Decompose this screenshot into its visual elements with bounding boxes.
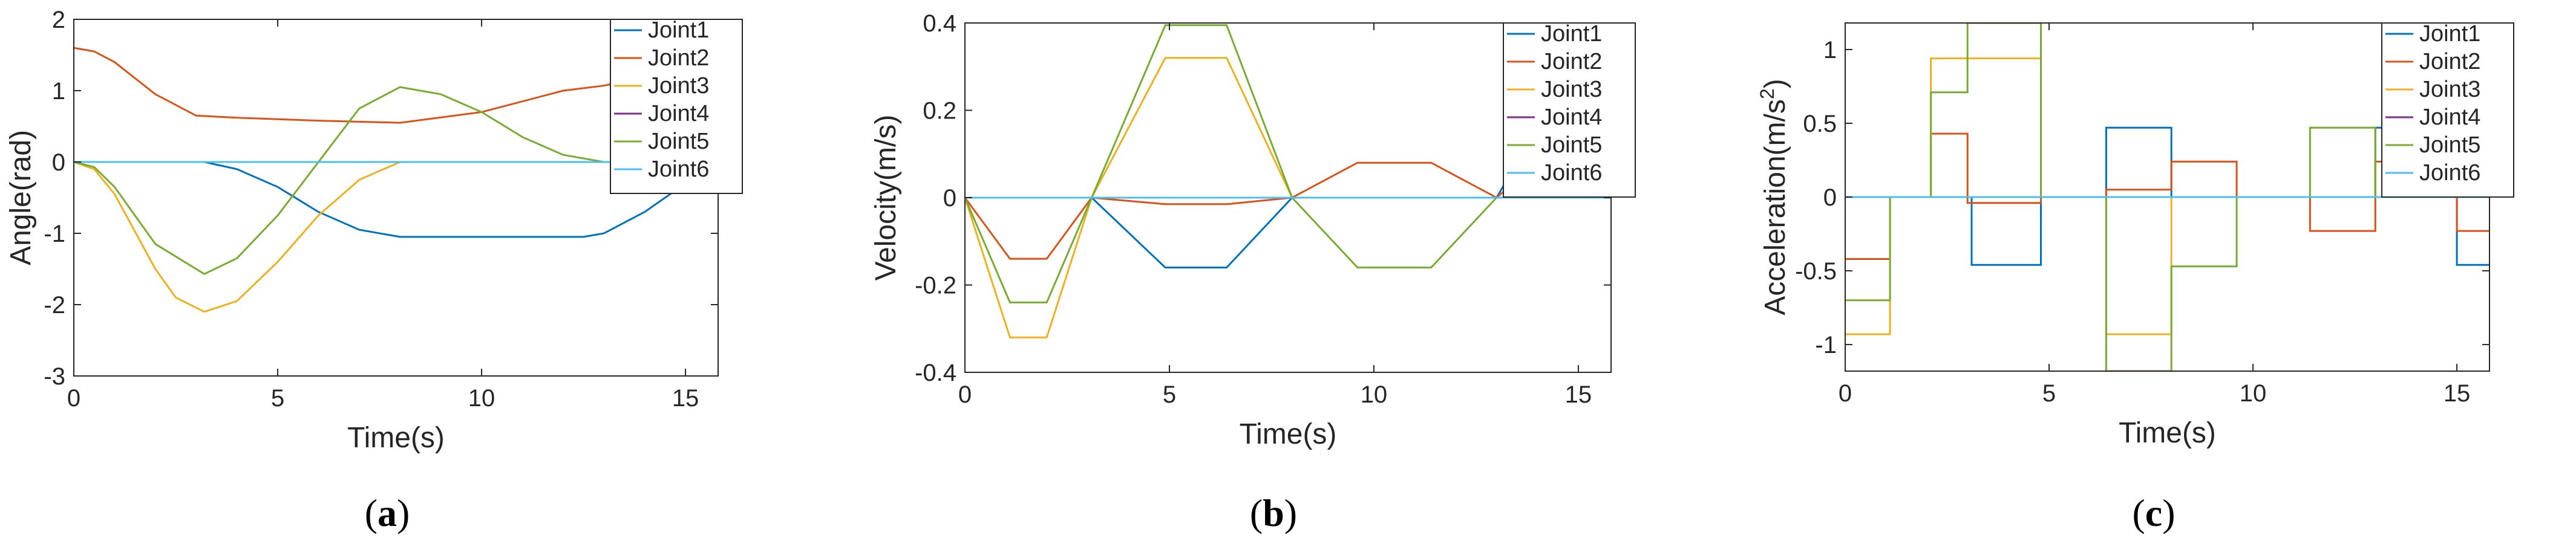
legend-label-joint2: Joint2 (1541, 49, 1602, 74)
x-tick-label: 5 (2042, 380, 2056, 407)
legend-label-joint5: Joint5 (1541, 132, 1602, 158)
panel-label: (a) (365, 491, 410, 534)
y-tick-label: -2 (44, 292, 65, 319)
legend-label-joint3: Joint3 (1541, 77, 1602, 102)
panel-label: (b) (1250, 491, 1297, 534)
panel-label: (c) (2132, 491, 2175, 534)
legend-label-joint1: Joint1 (1541, 21, 1602, 47)
legend-label-joint3: Joint3 (2419, 77, 2480, 102)
y-tick-label: 0.4 (923, 10, 956, 37)
axes-box (73, 19, 719, 377)
legend-box (1503, 22, 1636, 198)
legend-label-joint2: Joint2 (2419, 49, 2480, 74)
series-line-joint3 (965, 57, 1611, 338)
x-tick-label: 0 (958, 381, 972, 408)
y-tick-label: -1 (44, 221, 65, 247)
x-tick-label: 5 (271, 385, 284, 412)
x-tick-label: 10 (2240, 380, 2267, 407)
legend-label-joint2: Joint2 (648, 45, 709, 71)
x-tick-label: 15 (1565, 381, 1592, 408)
x-axis-label: Time(s) (1240, 418, 1337, 450)
y-axis-label: Acceleration(m/s2) (1756, 79, 1791, 315)
plot-area (74, 47, 718, 313)
y-tick-label: -0.4 (915, 360, 956, 386)
legend-label-joint1: Joint1 (2419, 21, 2480, 47)
chart-panel-a: 0 5 10 15-3-2-1012Time(s)Angle(rad)Joint1Jo… (5, 7, 743, 534)
y-tick-label: 0.5 (1803, 111, 1837, 137)
legend-label-joint5: Joint5 (2419, 132, 2480, 158)
legend-label-joint4: Joint4 (2419, 105, 2480, 130)
legend-box (610, 19, 743, 194)
y-tick-label: -3 (44, 363, 65, 390)
x-tick-label: 10 (1361, 381, 1388, 408)
x-tick-label: 15 (672, 385, 699, 412)
y-tick-label: 1 (52, 78, 65, 105)
y-tick-label: -1 (1815, 332, 1837, 358)
y-tick-label: 1 (1823, 37, 1837, 63)
y-axis-label: Angle(rad) (5, 130, 37, 265)
x-tick-label: 10 (468, 385, 495, 412)
y-axis-label: Velocity(m/s) (870, 115, 902, 281)
legend-box (2381, 22, 2514, 198)
x-tick-label: 0 (1839, 380, 1852, 407)
y-tick-label: 0 (52, 149, 65, 176)
x-axis-label: Time(s) (2119, 417, 2216, 449)
y-tick-label: 0 (943, 185, 956, 212)
y-tick-label: 0 (1823, 184, 1837, 211)
legend-label-joint5: Joint5 (648, 129, 709, 154)
series-line-joint5 (1845, 23, 2489, 371)
x-axis-label: Time(s) (347, 422, 445, 454)
legend-label-joint4: Joint4 (648, 101, 709, 126)
chart-panel-c: 0 5 10 15 -1 -0.5 0 0.5 1 Time(s) Acceleration(m/s… (1756, 21, 2514, 534)
legend-label-joint3: Joint3 (648, 73, 709, 99)
legend-label-joint6: Joint6 (2419, 160, 2480, 186)
chart-panel-b: 0 5 10 15 -0.4 -0.2 0 0.2 0.4 Time(s) Velocity(m/s… (870, 10, 1636, 534)
series-line-joint5 (965, 24, 1611, 303)
series-line-joint3 (74, 161, 718, 313)
series-line-joint5 (74, 86, 718, 276)
y-tick-label: -0.5 (1795, 258, 1837, 285)
x-tick-label: 5 (1163, 381, 1176, 408)
x-tick-label: 15 (2444, 380, 2471, 407)
series-line-joint1 (74, 161, 718, 238)
x-tick-label: 0 (67, 385, 80, 412)
legend-label-joint4: Joint4 (1541, 105, 1602, 130)
legend-label-joint6: Joint6 (648, 157, 709, 182)
y-tick-label: -0.2 (915, 273, 956, 299)
legend-label-joint1: Joint1 (648, 18, 709, 43)
y-tick-label: 2 (52, 7, 65, 33)
y-tick-label: 0.2 (923, 98, 956, 125)
legend-label-joint6: Joint6 (1541, 160, 1602, 186)
